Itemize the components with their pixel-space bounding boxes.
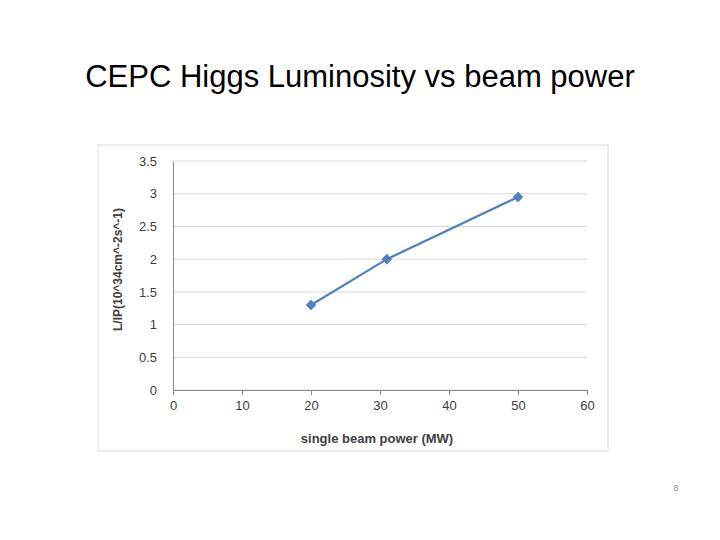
x-tick: 20 [304, 390, 318, 413]
y-tick: 2 [150, 252, 173, 267]
x-tick: 60 [580, 390, 594, 413]
x-axis-line [174, 391, 588, 396]
grid-line [173, 259, 587, 260]
x-tick: 10 [235, 390, 249, 413]
grid-line [173, 161, 587, 162]
y-tick: 2.5 [139, 219, 173, 234]
x-tick-label: 30 [373, 398, 387, 413]
y-tick-label: 2.5 [139, 219, 157, 234]
grid-line [173, 226, 587, 227]
x-tick-label: 20 [304, 398, 318, 413]
grid [173, 161, 587, 390]
x-tick: 30 [373, 390, 387, 413]
x-tick-label: 0 [170, 398, 177, 413]
x-tick: 0 [170, 390, 177, 413]
x-tick: 50 [511, 390, 525, 413]
grid-line [173, 357, 587, 358]
y-tick: 0 [150, 383, 173, 398]
y-tick-label: 3 [150, 186, 157, 201]
title: CEPC Higgs Luminosity vs beam power [85, 59, 635, 94]
plot-area [306, 192, 522, 309]
x-axis: 0 10 20 30 40 50 60 [170, 390, 595, 413]
grid-line [173, 291, 587, 292]
grid-line [173, 193, 587, 194]
x-tick-label: 40 [442, 398, 456, 413]
data-point [382, 255, 391, 264]
slide: CEPC Higgs Luminosity vs beam power 0 0.5 1… [0, 0, 720, 540]
x-tick-label: 60 [580, 398, 594, 413]
y-tick-label: 0.5 [139, 350, 157, 365]
y-tick-label: 1.5 [139, 285, 157, 300]
y-tick: 3 [150, 186, 173, 201]
y-axis: 0 0.5 1 1.5 2 2.5 3 3.5 [139, 154, 174, 398]
y-axis-title: L/IP(10^34cm^-2s^-1) [111, 208, 125, 331]
page-number: 8 [673, 483, 678, 493]
data-point [306, 300, 315, 309]
data-point [513, 192, 522, 201]
y-axis-line [173, 162, 174, 391]
x-axis-title: single beam power (MW) [301, 431, 453, 446]
y-tick-label: 1 [150, 317, 157, 332]
x-tick-mark [518, 390, 519, 395]
y-tick: 0.5 [139, 350, 173, 365]
x-tick: 40 [442, 390, 456, 413]
y-tick: 3.5 [139, 154, 173, 169]
y-tick: 1.5 [139, 285, 173, 300]
x-tick-mark [587, 390, 588, 395]
x-tick-mark [449, 390, 450, 395]
x-tick-label: 50 [511, 398, 525, 413]
x-tick-mark [311, 390, 312, 395]
chart-frame [98, 145, 608, 451]
x-tick-label: 10 [235, 398, 249, 413]
x-tick-mark [173, 390, 174, 395]
y-tick-label: 2 [150, 252, 157, 267]
series-line [311, 197, 518, 305]
y-tick-label: 0 [150, 383, 157, 398]
x-tick-mark [380, 390, 381, 395]
grid-line [173, 324, 587, 325]
x-tick-mark [242, 390, 243, 395]
y-tick: 1 [150, 317, 173, 332]
y-tick-label: 3.5 [139, 154, 157, 169]
